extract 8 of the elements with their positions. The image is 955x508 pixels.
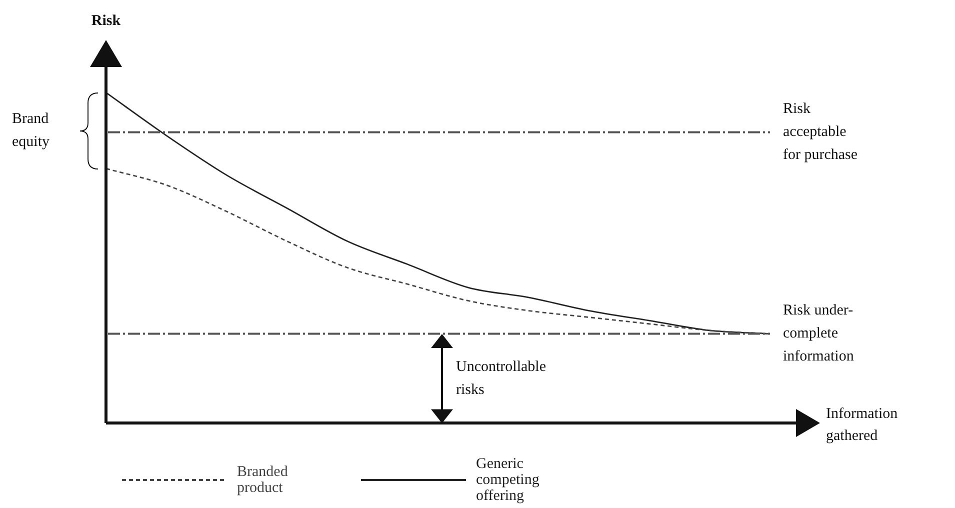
text: Generic competing offering <box>476 456 540 504</box>
x-axis-title: Information gathered <box>826 406 898 444</box>
y-axis-title: Risk <box>91 12 122 29</box>
ref-line-label: Risk under-complete information <box>783 302 854 365</box>
text: Branded product <box>237 464 289 496</box>
annotation: Uncontrollable risks <box>456 358 546 398</box>
ref-line-label: Risk acceptable for purchase <box>783 101 858 164</box>
text: Brand equity <box>12 111 50 150</box>
